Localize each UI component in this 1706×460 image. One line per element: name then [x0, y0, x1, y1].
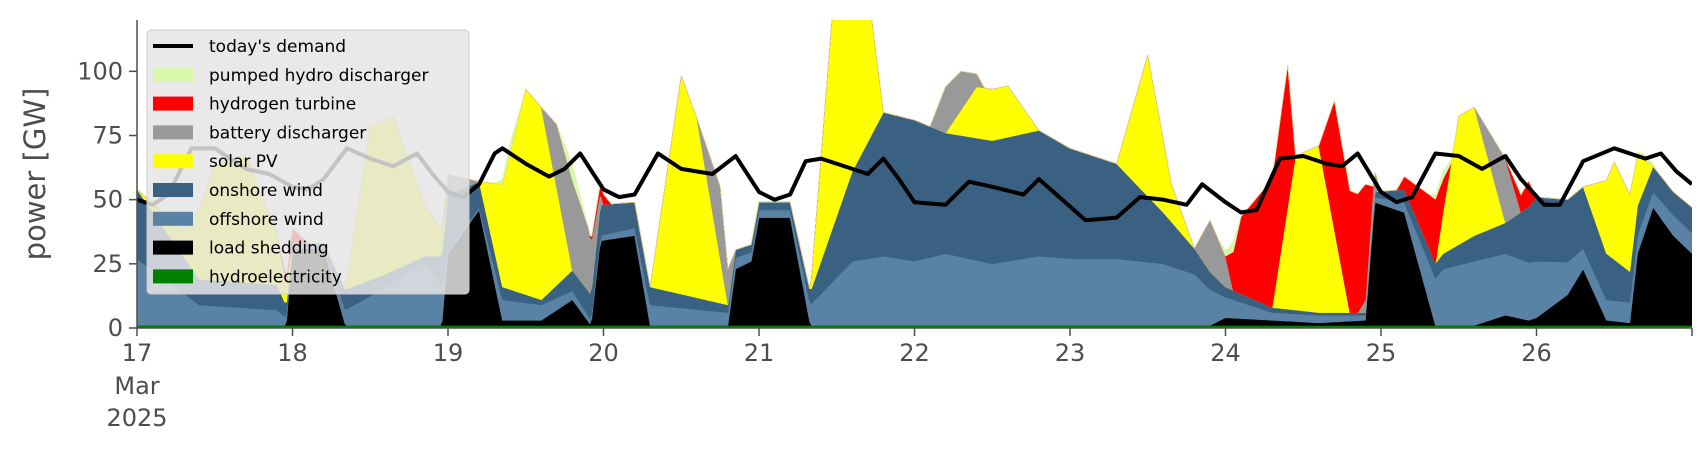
x-tick-label: 18 [277, 339, 308, 367]
x-tick-label: 25 [1366, 339, 1397, 367]
legend-frame [146, 29, 470, 295]
legend: today's demand pumped hydro discharger hyd… [146, 29, 470, 295]
legend-label-load-shedding: load shedding [209, 239, 329, 259]
axes: 17 18 19 20 21 22 23 24 25 26 Mar 2025 0 25 50 75 100 p… [18, 20, 1693, 432]
legend-swatch-offshore-wind [153, 211, 193, 226]
y-tick-label: 100 [77, 57, 123, 85]
x-tick-label: 19 [433, 339, 464, 367]
y-tick-label: 0 [108, 314, 123, 342]
legend-swatch-pumped-hydro-discharger [153, 67, 193, 82]
y-tick-label: 25 [92, 250, 123, 278]
legend-label-battery-discharger: battery discharger [209, 123, 366, 143]
legend-swatch-hydroelectricity [153, 269, 193, 284]
y-axis-title: power [GW] [18, 88, 52, 261]
x-tick-label: 23 [1055, 339, 1086, 367]
x-ticks: 17 18 19 20 21 22 23 24 25 26 Mar 2025 [106, 328, 1693, 432]
legend-label-today-s-demand: today's demand [209, 37, 346, 57]
x-tick-label: 21 [744, 339, 775, 367]
x-tick-label: 26 [1521, 339, 1552, 367]
legend-label-pumped-hydro-discharger: pumped hydro discharger [209, 66, 428, 86]
x-tick-label: 20 [588, 339, 619, 367]
legend-swatch-hydrogen-turbine [153, 96, 193, 111]
legend-label-solar-pv: solar PV [209, 152, 278, 172]
legend-label-onshore-wind: onshore wind [209, 181, 323, 201]
legend-label-hydroelectricity: hydroelectricity [209, 267, 342, 287]
legend-swatch-battery-discharger [153, 125, 193, 140]
x-tick-sublabel: 2025 [106, 404, 167, 432]
area-pumped-hydro-discharger [137, 20, 1692, 290]
x-tick-label: 22 [899, 339, 930, 367]
y-tick-label: 50 [92, 186, 123, 214]
legend-swatch-onshore-wind [153, 183, 193, 197]
legend-swatch-solar-pv [153, 154, 193, 169]
legend-swatch-load-shedding [153, 240, 193, 255]
legend-label-offshore-wind: offshore wind [209, 210, 324, 230]
x-tick-sublabel: Mar [114, 372, 159, 400]
y-tick-label: 75 [92, 122, 123, 150]
x-tick-label: 24 [1210, 339, 1241, 367]
legend-label-hydrogen-turbine: hydrogen turbine [209, 95, 356, 115]
x-tick-label: 17 [122, 339, 153, 367]
y-ticks: 0 25 50 75 100 [77, 57, 137, 342]
